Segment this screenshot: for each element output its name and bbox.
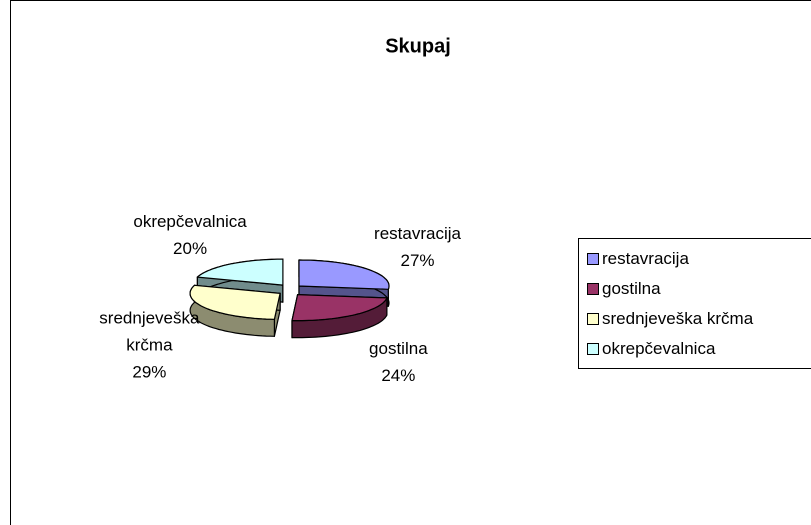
legend-swatch [587,253,599,265]
legend-item: gostilna [587,279,661,299]
label-name: gostilna [369,338,428,358]
data-label: srednjeveška krčma 29% [74,304,224,385]
label-value: 20% [173,239,208,259]
chart-border [10,0,811,525]
slice-top [291,294,388,322]
label-name: okrepčevalnica [133,212,247,232]
label-value: 24% [381,365,416,385]
label-value: 29% [132,362,167,382]
legend-swatch [587,283,599,295]
legend-swatch [587,343,599,355]
legend-swatch [587,313,599,325]
slice-top [298,259,390,290]
label-name: srednjeveška krčma [99,308,200,355]
slice-top [196,258,284,286]
slice [189,284,281,337]
chart-title: Skupaj [385,35,451,57]
legend-label: restavracija [602,249,689,268]
legend-label: gostilna [602,279,661,298]
legend-item: restavracija [587,249,689,269]
label-name: restavracija [374,224,461,244]
label-value: 27% [400,251,435,271]
legend-item: srednjeveška krčma [587,309,753,329]
legend-item: okrepčevalnica [587,339,715,359]
data-label: restavracija 27% [343,220,493,274]
legend-label: srednjeveška krčma [602,309,754,328]
slice-top [189,284,281,320]
slice [291,294,388,339]
legend-label: okrepčevalnica [602,339,716,358]
data-label: okrepčevalnica 20% [115,208,265,262]
data-label: gostilna 24% [323,335,473,389]
legend: restavracija gostilna srednjeveška krčma ok… [578,238,811,369]
